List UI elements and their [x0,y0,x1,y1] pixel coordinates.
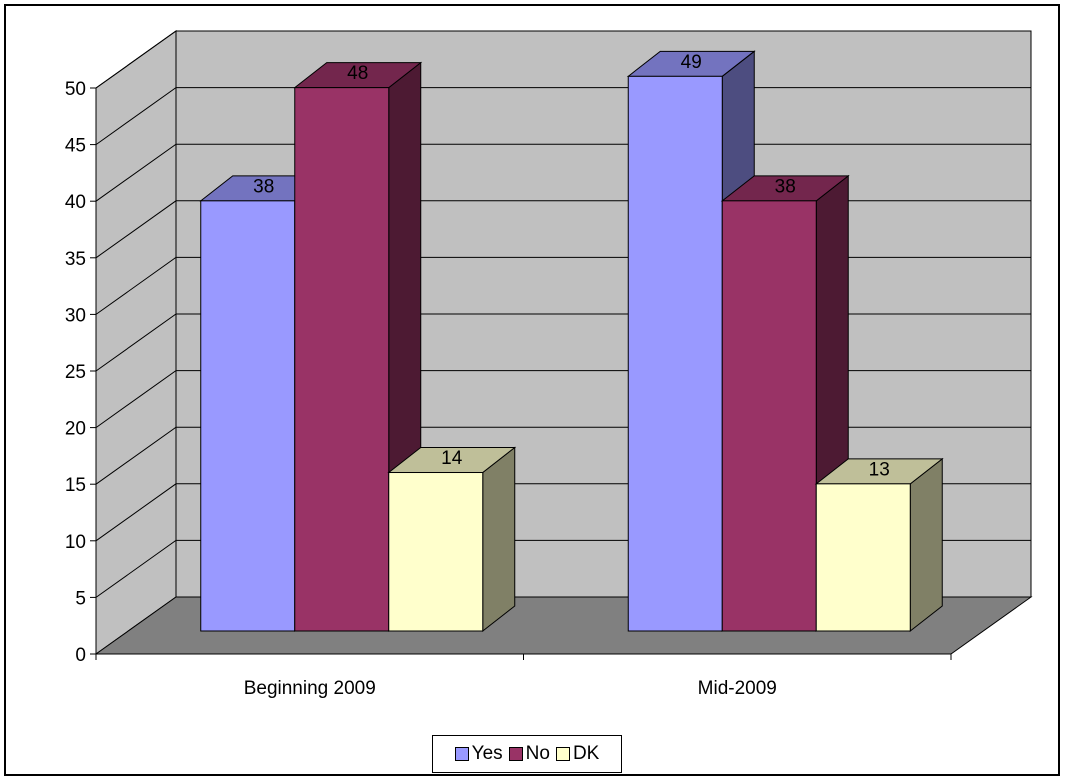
x-tick-label: Beginning 2009 [244,678,376,699]
y-tick-label: 15 [65,475,86,496]
bar-front [295,88,389,631]
legend-item: No [509,743,550,765]
data-label: 48 [347,63,368,84]
legend-item: Yes [455,743,503,765]
y-tick-label: 5 [75,588,86,609]
bar-front [389,473,483,631]
y-tick-label: 50 [65,79,86,100]
data-label: 38 [775,176,796,197]
legend-label: Yes [472,743,503,765]
y-tick-label: 40 [65,192,86,213]
y-tick-label: 35 [65,249,86,270]
y-tick-label: 45 [65,136,86,157]
legend-swatch [509,747,523,761]
legend-swatch [455,747,469,761]
bar [816,459,942,631]
bar [389,448,515,631]
bar-front [816,484,910,631]
y-tick-label: 0 [75,645,86,666]
legend-swatch [556,747,570,761]
data-label: 49 [681,52,702,73]
y-tick-label: 30 [65,305,86,326]
data-label: 13 [869,459,890,480]
bar-front [628,76,722,631]
bar-front [201,201,295,631]
data-label: 14 [441,448,463,469]
bar-side [910,459,942,631]
y-tick-label: 25 [65,362,86,383]
legend: Yes No DK [432,735,622,773]
legend-label: No [526,743,550,765]
y-tick-label: 20 [65,419,86,440]
bar-side [483,448,515,631]
y-tick-label: 10 [65,532,86,553]
x-tick-label: Mid-2009 [698,678,777,699]
legend-item: DK [556,743,599,765]
data-label: 38 [253,176,274,197]
bar-front [722,201,816,631]
legend-label: DK [573,743,599,765]
